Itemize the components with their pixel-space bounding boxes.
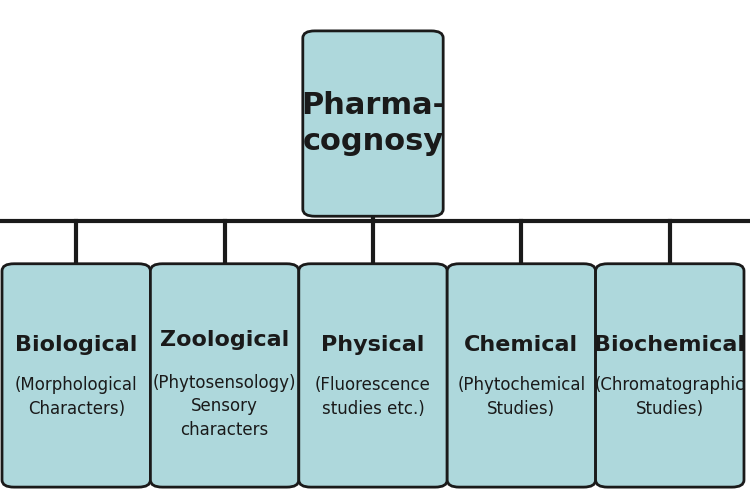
FancyBboxPatch shape bbox=[303, 31, 443, 216]
Text: Biological: Biological bbox=[15, 334, 137, 355]
Text: Zoological: Zoological bbox=[160, 330, 290, 350]
Text: Biochemical: Biochemical bbox=[594, 334, 746, 355]
Text: Pharma-
cognosy: Pharma- cognosy bbox=[301, 91, 445, 156]
FancyBboxPatch shape bbox=[2, 264, 151, 487]
Text: (Chromatographic
Studies): (Chromatographic Studies) bbox=[595, 376, 745, 418]
FancyBboxPatch shape bbox=[151, 264, 298, 487]
FancyBboxPatch shape bbox=[596, 264, 744, 487]
Text: (Phytosensology)
Sensory
characters: (Phytosensology) Sensory characters bbox=[153, 374, 296, 439]
Text: Physical: Physical bbox=[321, 334, 424, 355]
Text: (Phytochemical
Studies): (Phytochemical Studies) bbox=[458, 376, 586, 418]
Text: (Morphological
Characters): (Morphological Characters) bbox=[15, 376, 137, 418]
Text: (Fluorescence
studies etc.): (Fluorescence studies etc.) bbox=[315, 376, 431, 418]
FancyBboxPatch shape bbox=[298, 264, 447, 487]
FancyBboxPatch shape bbox=[447, 264, 596, 487]
Text: Chemical: Chemical bbox=[464, 334, 578, 355]
